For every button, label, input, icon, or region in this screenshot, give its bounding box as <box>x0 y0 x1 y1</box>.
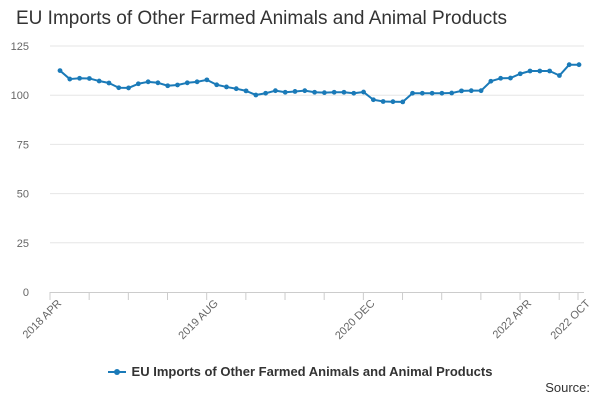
data-point[interactable] <box>106 80 112 86</box>
legend-label: EU Imports of Other Farmed Animals and A… <box>131 364 493 379</box>
data-point[interactable] <box>576 62 582 68</box>
data-point[interactable] <box>498 75 504 81</box>
data-point[interactable] <box>282 89 288 95</box>
data-point[interactable] <box>527 68 533 74</box>
chart-title: EU Imports of Other Farmed Animals and A… <box>16 8 508 29</box>
data-point[interactable] <box>253 92 259 98</box>
x-axis: 2018 APR 2019 AUG 2020 DEC 2022 APR 2022 OCT <box>21 292 594 342</box>
data-point[interactable] <box>488 78 494 84</box>
x-tick-label: 2022 OCT <box>549 297 594 342</box>
data-point[interactable] <box>410 90 415 96</box>
data-point[interactable] <box>537 68 543 74</box>
data-point[interactable] <box>419 90 425 96</box>
data-point[interactable] <box>67 76 73 82</box>
data-point[interactable] <box>321 90 327 96</box>
data-point[interactable] <box>439 90 445 96</box>
data-point[interactable] <box>370 97 376 103</box>
data-point[interactable] <box>204 77 210 83</box>
source-label[interactable]: Source: <box>545 380 590 395</box>
data-point[interactable] <box>116 85 122 91</box>
data-point[interactable] <box>341 89 347 95</box>
data-point[interactable] <box>77 75 82 81</box>
data-point[interactable] <box>292 89 298 94</box>
y-tick-label: 100 <box>11 90 29 102</box>
data-point[interactable] <box>400 99 406 105</box>
data-point[interactable] <box>557 73 562 78</box>
data-point[interactable] <box>243 88 249 94</box>
data-point[interactable] <box>566 62 572 68</box>
data-point[interactable] <box>478 88 484 94</box>
data-point[interactable] <box>184 80 190 86</box>
y-tick-label: 0 <box>23 287 29 299</box>
x-tick-label: 2019 AUG <box>176 298 220 342</box>
y-axis-ticks: 0 25 50 75 100 125 <box>11 41 29 299</box>
data-point[interactable] <box>263 90 269 96</box>
data-point[interactable] <box>312 89 318 95</box>
y-tick-label: 75 <box>17 139 29 151</box>
data-point[interactable] <box>214 82 220 88</box>
data-point[interactable] <box>155 80 161 86</box>
legend-swatch <box>107 368 126 375</box>
data-point[interactable] <box>380 99 386 104</box>
data-point[interactable] <box>224 84 229 90</box>
y-tick-label: 125 <box>11 41 29 53</box>
data-point[interactable] <box>273 88 278 94</box>
data-point[interactable] <box>86 76 92 81</box>
data-point[interactable] <box>459 88 464 94</box>
gridlines <box>50 45 584 244</box>
data-point[interactable] <box>175 82 180 88</box>
data-point[interactable] <box>468 88 474 94</box>
data-series <box>57 62 582 105</box>
data-point[interactable] <box>508 75 513 81</box>
data-point[interactable] <box>165 83 171 89</box>
x-tick-label: 2018 APR <box>21 298 65 342</box>
y-tick-label: 25 <box>17 238 29 250</box>
x-tick-label: 2020 DEC <box>333 298 377 342</box>
y-tick-label: 50 <box>17 189 29 201</box>
data-point[interactable] <box>145 79 151 85</box>
x-tick-label: 2022 APR <box>491 298 535 342</box>
data-point[interactable] <box>351 90 357 96</box>
data-point[interactable] <box>361 89 366 95</box>
data-point[interactable] <box>135 81 141 87</box>
data-point[interactable] <box>390 99 396 105</box>
data-point[interactable] <box>517 71 523 77</box>
data-point[interactable] <box>96 78 102 84</box>
data-point[interactable] <box>449 90 455 96</box>
data-point[interactable] <box>429 90 435 96</box>
data-point[interactable] <box>302 88 308 94</box>
data-point[interactable] <box>331 89 337 95</box>
data-point[interactable] <box>57 68 63 73</box>
data-point[interactable] <box>233 86 239 92</box>
data-point[interactable] <box>194 79 200 85</box>
data-point[interactable] <box>547 68 553 74</box>
data-point[interactable] <box>126 85 131 91</box>
legend[interactable]: EU Imports of Other Farmed Animals and A… <box>0 364 600 379</box>
